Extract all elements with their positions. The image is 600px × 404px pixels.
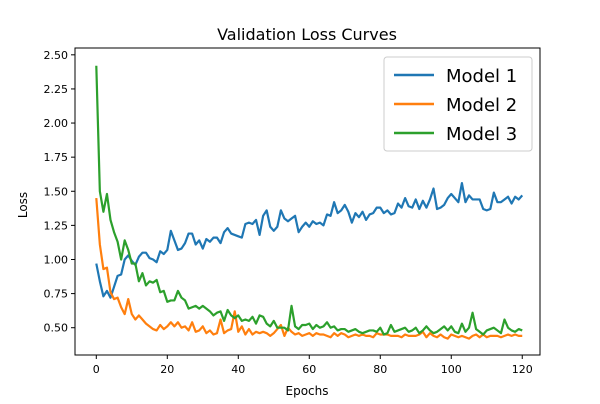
y-tick-label: 2.25: [44, 83, 69, 96]
legend: Model 1 Model 2 Model 3: [383, 56, 533, 152]
legend-label-1: Model 1: [446, 66, 517, 87]
x-tick-label: 80: [373, 363, 387, 376]
legend-label-2: Model 2: [446, 95, 517, 116]
plot-layer: [95, 65, 524, 340]
y-tick-label: 1.00: [44, 253, 69, 266]
chart-title: Validation Loss Curves: [217, 25, 397, 44]
y-tick-label: 1.25: [44, 219, 69, 232]
y-tick-label: 2.50: [44, 49, 69, 62]
y-tick-label: 0.75: [44, 288, 69, 301]
y-tick-label: 1.50: [44, 185, 69, 198]
x-tick-label: 20: [160, 363, 174, 376]
series-line-1: [95, 181, 524, 299]
series-line-2: [95, 198, 523, 340]
x-tick-label: 120: [512, 363, 533, 376]
y-tick-label: 1.75: [44, 151, 69, 164]
x-tick-label: 0: [93, 363, 100, 376]
x-tick-label: 40: [231, 363, 245, 376]
y-tick-label: 0.50: [44, 322, 69, 335]
y-tick-label: 2.00: [44, 117, 69, 130]
series-line-3: [95, 65, 523, 336]
legend-box: [383, 56, 533, 152]
plot-frame: [74, 47, 541, 356]
x-tick-label: 60: [302, 363, 316, 376]
y-axis-label: Loss: [16, 192, 30, 218]
x-axis-label: Epochs: [286, 384, 329, 398]
axis-layer: 0 20 40 60 80 100 120 0.50 0.75 1.00 1.25 1.50 1.75 2…: [44, 47, 541, 376]
x-tick-label: 100: [441, 363, 462, 376]
legend-label-3: Model 3: [446, 124, 517, 145]
